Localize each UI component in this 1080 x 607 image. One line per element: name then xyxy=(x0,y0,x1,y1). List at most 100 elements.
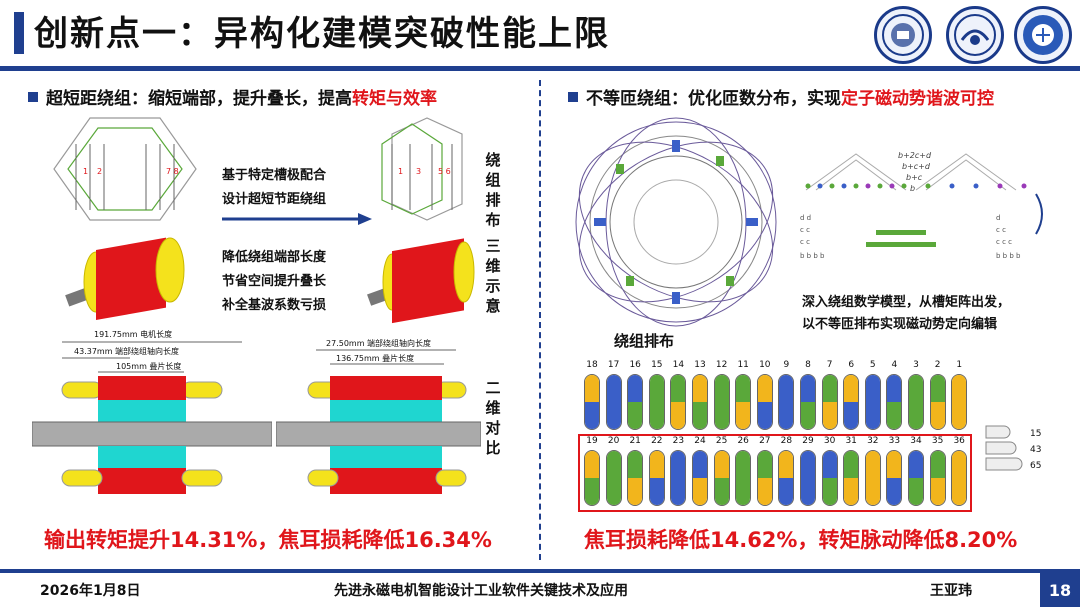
coil-upper-layer xyxy=(649,375,664,402)
svg-text:b b b b: b b b b xyxy=(800,252,825,260)
coil-upper-layer xyxy=(952,375,967,402)
label-3d-view: 三维示意 xyxy=(485,237,501,315)
coil-lower-layer xyxy=(909,478,923,505)
coil-lower-layer xyxy=(930,402,945,429)
coil-upper-layer xyxy=(779,451,794,478)
right-arrow-icon xyxy=(222,213,372,225)
motor-3d-after xyxy=(367,238,475,324)
coil-slot xyxy=(692,450,708,506)
slot-number: 15 xyxy=(651,360,663,370)
slot-number: 30 xyxy=(823,436,836,446)
coil-upper-layer xyxy=(714,451,729,478)
seal-icon-1 xyxy=(882,14,924,56)
coil-lower-layer xyxy=(757,478,772,505)
slot-number: 34 xyxy=(910,436,922,446)
note-line: 降低绕组端部长度 xyxy=(222,250,327,265)
slot-number: 17 xyxy=(607,360,620,370)
coil-upper-layer xyxy=(649,451,664,478)
coil-upper-layer xyxy=(952,451,967,478)
coil-slot xyxy=(627,450,644,506)
section-divider xyxy=(539,80,541,560)
coil-upper-layer xyxy=(822,375,837,402)
coil-lower-layer xyxy=(736,402,751,429)
formula: b+c xyxy=(906,173,923,182)
coil-lower-layer xyxy=(649,402,664,429)
bullet-square-icon xyxy=(568,92,578,102)
coil-slot xyxy=(584,374,600,430)
coil-lower-layer xyxy=(779,402,794,429)
coil-slot xyxy=(929,450,946,506)
slot-number: 26 xyxy=(737,436,749,446)
coil-slot xyxy=(670,450,687,506)
right-heading-text: 不等匝绕组：优化匝数分布，实现 xyxy=(586,89,841,109)
dim-label: 191.75mm 电机长度 xyxy=(94,330,173,339)
coil-lower-layer xyxy=(671,478,686,505)
winding-diagram-after: 1 3 5 6 xyxy=(381,117,463,221)
dim-label: 27.50mm 端部绕组轴向长度 xyxy=(326,339,432,348)
legend-item: 43 xyxy=(1030,445,1042,455)
coil-slot xyxy=(670,374,687,430)
university-logo-3 xyxy=(1014,6,1072,64)
footer-date: 2026年1月8日 xyxy=(40,583,141,599)
coil-lower-layer xyxy=(757,402,772,429)
coil-lower-layer xyxy=(822,478,837,505)
coil-slot xyxy=(778,450,795,506)
coil-slot xyxy=(756,374,773,430)
coil-upper-layer xyxy=(671,375,686,402)
coil-upper-layer xyxy=(844,451,859,478)
coil-slot xyxy=(648,450,665,506)
dim-label: 105mm 叠片长度 xyxy=(116,362,182,371)
slot-number: 31 xyxy=(845,436,857,446)
slot-number: 5 xyxy=(869,360,876,370)
coil-lower-layer xyxy=(585,402,599,429)
slot-number: 8 xyxy=(805,360,811,370)
slot-matrix-diagram: d d c c c c b b b b d c c c c c b b b b xyxy=(800,153,1043,260)
left-heading-text: 超短距绕组：缩短端部，提升叠长，提高 xyxy=(46,89,352,109)
svg-text:5 6: 5 6 xyxy=(438,167,451,176)
coil-slot xyxy=(864,450,881,506)
slot-number: 12 xyxy=(715,360,728,370)
svg-text:d: d xyxy=(996,214,1000,222)
coil-slot xyxy=(778,374,795,430)
slot-number: 3 xyxy=(913,360,919,370)
slot-number: 1 xyxy=(956,360,963,370)
cross-section-before xyxy=(32,341,272,494)
slot-number: 4 xyxy=(891,360,898,370)
coil-lower-layer xyxy=(801,478,815,505)
coil-slot xyxy=(951,374,968,430)
coil-upper-layer xyxy=(865,375,880,402)
slot-number: 22 xyxy=(651,436,663,446)
slot-number: 7 xyxy=(826,360,833,370)
right-heading-highlight: 定子磁动势谐波可控 xyxy=(841,89,994,109)
coil-lower-layer xyxy=(887,478,902,505)
coil-lower-layer xyxy=(606,402,621,429)
coil-slot xyxy=(843,450,860,506)
legend-item: 65 xyxy=(1030,461,1042,471)
right-result: 焦耳损耗降低14.62%，转矩脉动降低8.20% xyxy=(584,528,1018,552)
coil-lower-layer xyxy=(930,478,945,505)
coil-slot xyxy=(735,374,752,430)
slot-number: 6 xyxy=(848,360,855,370)
coil-upper-layer xyxy=(909,375,923,402)
coil-upper-layer xyxy=(801,375,815,402)
note-benefits: 降低绕组端部长度 节省空间提升叠长 补全基波系数亏损 xyxy=(222,246,326,318)
coil-lower-layer xyxy=(909,402,923,429)
coil-lower-layer xyxy=(585,478,599,505)
seal-icon-3 xyxy=(1023,15,1063,55)
coil-slot xyxy=(951,450,968,506)
slot-number: 21 xyxy=(629,436,641,446)
slot-number: 32 xyxy=(867,436,879,446)
coil-slot xyxy=(648,374,665,430)
coil-slot xyxy=(692,374,708,430)
slot-number: 11 xyxy=(737,360,749,370)
svg-text:2: 2 xyxy=(97,167,102,176)
coil-slot xyxy=(908,450,924,506)
coil-slot xyxy=(605,450,622,506)
coil-slot xyxy=(886,450,903,506)
formula: b xyxy=(910,184,916,193)
right-note: 深入绕组数学模型，从槽矩阵出发， 以不等匝排布实现磁动势定向编辑 xyxy=(802,292,1010,336)
svg-text:d d: d d xyxy=(800,214,811,222)
svg-text:c c c: c c c xyxy=(996,238,1012,246)
formula-stack: b+2c+d b+c+d b+c b xyxy=(898,150,931,194)
